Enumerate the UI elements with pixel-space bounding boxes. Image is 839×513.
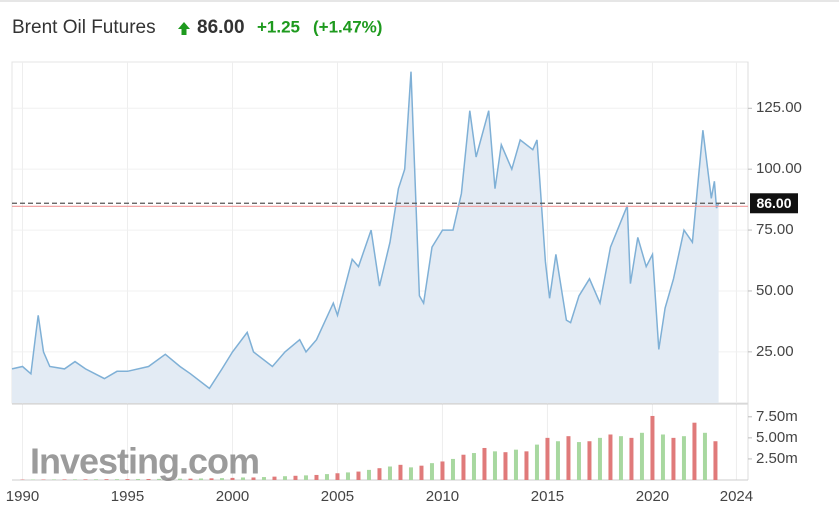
- watermark: Investing.com: [30, 441, 259, 482]
- volume-bar: [198, 478, 203, 480]
- volume-bar: [429, 463, 434, 480]
- volume-bar: [639, 432, 644, 480]
- volume-bar: [513, 449, 518, 480]
- volume-bar: [545, 437, 550, 480]
- plot: [11, 71, 748, 480]
- volume-bar: [492, 451, 497, 480]
- y-tick-label: 50.00: [756, 282, 794, 299]
- volume-bar: [135, 478, 140, 480]
- volume-bar: [272, 476, 277, 480]
- x-tick-label: 2005: [321, 488, 354, 505]
- volume-bar: [576, 442, 581, 480]
- volume-bar: [702, 432, 707, 480]
- x-tick-label: 2000: [216, 488, 249, 505]
- x-tick-label: 2024: [720, 488, 753, 505]
- volume-bar: [104, 479, 109, 480]
- volume-bar: [534, 444, 539, 480]
- y-tick-label: 5.00m: [756, 429, 798, 446]
- volume-bar: [377, 468, 382, 480]
- volume-bar: [261, 477, 266, 480]
- price-area: [12, 71, 719, 403]
- axes: 1990 1995 2000 2005 2010 2015 2020 2024 25.00 50.…: [6, 99, 802, 505]
- instrument-title: Brent Oil Futures: [12, 17, 156, 38]
- volume-bar: [62, 479, 67, 480]
- volume-bar: [461, 454, 466, 480]
- volume-bar: [587, 441, 592, 480]
- price: 86.00: [197, 17, 245, 38]
- volume-bar: [293, 475, 298, 480]
- volume-bar: [597, 437, 602, 480]
- volume-bar: [408, 467, 413, 480]
- volume-bar: [188, 478, 193, 480]
- volume-bar: [303, 475, 308, 480]
- volume-bar: [398, 464, 403, 480]
- volume-bar: [440, 461, 445, 480]
- volume-bar: [72, 479, 77, 480]
- volume-bar: [114, 479, 119, 480]
- volume-bar: [482, 447, 487, 480]
- volume-bar: [93, 479, 98, 480]
- x-tick-label: 2015: [531, 488, 564, 505]
- volume-bar: [450, 458, 455, 480]
- volume-bar: [230, 477, 235, 480]
- volume-bar: [156, 478, 161, 480]
- volume-bar: [618, 436, 623, 480]
- x-tick-label: 1990: [6, 488, 39, 505]
- volume-bar: [146, 478, 151, 480]
- last-price-label: 86.00: [756, 195, 791, 211]
- x-tick-label: 1995: [111, 488, 144, 505]
- volume-bar: [419, 465, 424, 480]
- x-tick-label: 2020: [636, 488, 669, 505]
- volume-bar: [30, 479, 35, 480]
- volume-bar: [660, 434, 665, 480]
- y-tick-label: 100.00: [756, 160, 802, 177]
- volume-bar: [566, 436, 571, 480]
- volume-bar: [471, 453, 476, 480]
- volume-bar: [251, 477, 256, 480]
- volume-bar: [524, 451, 529, 480]
- volume-bar: [356, 471, 361, 480]
- volume-bar: [713, 441, 718, 480]
- volume-bar: [335, 473, 340, 480]
- last-price-box: [750, 193, 798, 214]
- volume-bar: [209, 478, 214, 480]
- volume-bar: [503, 452, 508, 480]
- y-tick-label: 75.00: [756, 221, 794, 238]
- y-tick-label: 2.50m: [756, 450, 798, 467]
- volume-bar: [167, 478, 172, 480]
- volume-bar: [177, 478, 182, 480]
- volume-bar: [282, 476, 287, 480]
- volume-bar: [345, 472, 350, 480]
- volume-bar: [671, 437, 676, 480]
- volume-bar: [608, 434, 613, 480]
- volume-bar: [240, 477, 245, 480]
- volume-bar: [314, 474, 319, 480]
- volume-bar: [650, 415, 655, 480]
- volume-bar: [125, 479, 130, 480]
- change: +1.25: [257, 17, 300, 36]
- volume-bar: [555, 441, 560, 480]
- change-percent: (+1.47%): [313, 17, 382, 36]
- y-tick-label: 125.00: [756, 99, 802, 116]
- y-tick-label: 7.50m: [756, 408, 798, 425]
- volume-bar: [83, 479, 88, 480]
- x-tick-label: 2010: [426, 488, 459, 505]
- volume-bar: [41, 479, 46, 480]
- volume-bar: [51, 479, 56, 480]
- volume-bar: [219, 478, 224, 480]
- up-arrow: [178, 22, 190, 35]
- y-tick-label: 25.00: [756, 343, 794, 360]
- volume-bar: [324, 474, 329, 480]
- volume-bar: [366, 469, 371, 480]
- volume-bar: [629, 437, 634, 480]
- volume-bar: [692, 422, 697, 480]
- price-line: [11, 71, 720, 390]
- volume-bar: [387, 466, 392, 480]
- volume-bar: [681, 436, 686, 480]
